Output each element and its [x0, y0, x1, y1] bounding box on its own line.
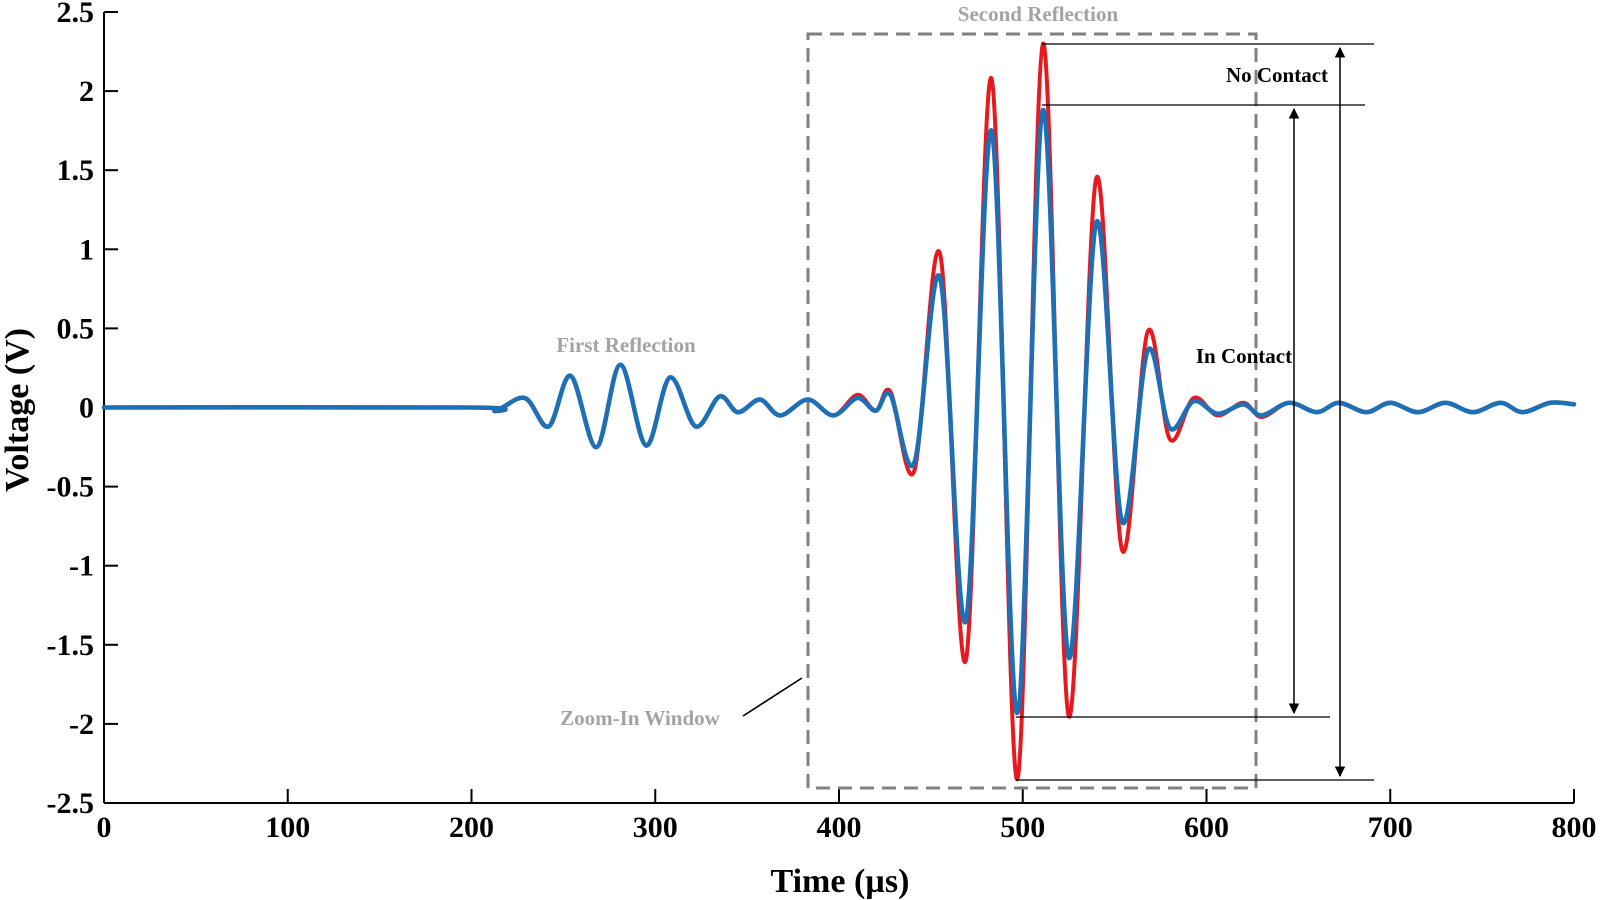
- in-contact-label: In Contact: [1196, 344, 1292, 368]
- y-tick-label: 1: [79, 233, 94, 266]
- x-tick-label: 200: [449, 811, 494, 844]
- x-tick-label: 500: [1000, 811, 1045, 844]
- y-tick-label: 2.5: [57, 0, 95, 29]
- y-axis-title: Voltage (V): [0, 328, 36, 492]
- x-tick-label: 100: [265, 811, 310, 844]
- y-tick-label: -1: [69, 550, 94, 583]
- y-tick-label: -0.5: [47, 471, 95, 504]
- no-contact-measure: [1016, 43, 1374, 781]
- series-layer: [101, 41, 1577, 782]
- y-tick-label: -2: [69, 708, 94, 741]
- y-tick-label: 1.5: [57, 154, 95, 187]
- x-tick-label: 600: [1184, 811, 1229, 844]
- x-tick-label: 700: [1368, 811, 1413, 844]
- x-tick-label: 400: [817, 811, 862, 844]
- zoom-in-window-label: Zoom-In Window: [560, 706, 721, 730]
- x-tick-label: 0: [97, 811, 112, 844]
- first-reflection-label: First Reflection: [556, 333, 696, 357]
- in-contact-measure: [1016, 104, 1365, 718]
- series-line-in-contact: [101, 107, 1577, 716]
- x-tick-label: 300: [633, 811, 678, 844]
- y-axis-ticks: 2.5 2 1.5 1 0.5 0 -0.5 -1 -1.5 -2 -2.5: [47, 0, 118, 820]
- zoom-in-window-pointer: [742, 677, 803, 717]
- y-tick-label: 2: [79, 75, 94, 108]
- y-tick-label: 0.5: [57, 312, 95, 345]
- y-tick-label: 0: [79, 392, 94, 425]
- x-tick-label: 800: [1552, 811, 1597, 844]
- x-axis-ticks: 0 100 200 300 400 500 600 700 800: [97, 789, 1597, 844]
- no-contact-label: No Contact: [1226, 63, 1328, 87]
- x-axis-title: Time (µs): [771, 863, 910, 900]
- y-tick-label: -2.5: [47, 787, 95, 820]
- y-tick-label: -1.5: [47, 629, 95, 662]
- second-reflection-label: Second Reflection: [958, 2, 1119, 26]
